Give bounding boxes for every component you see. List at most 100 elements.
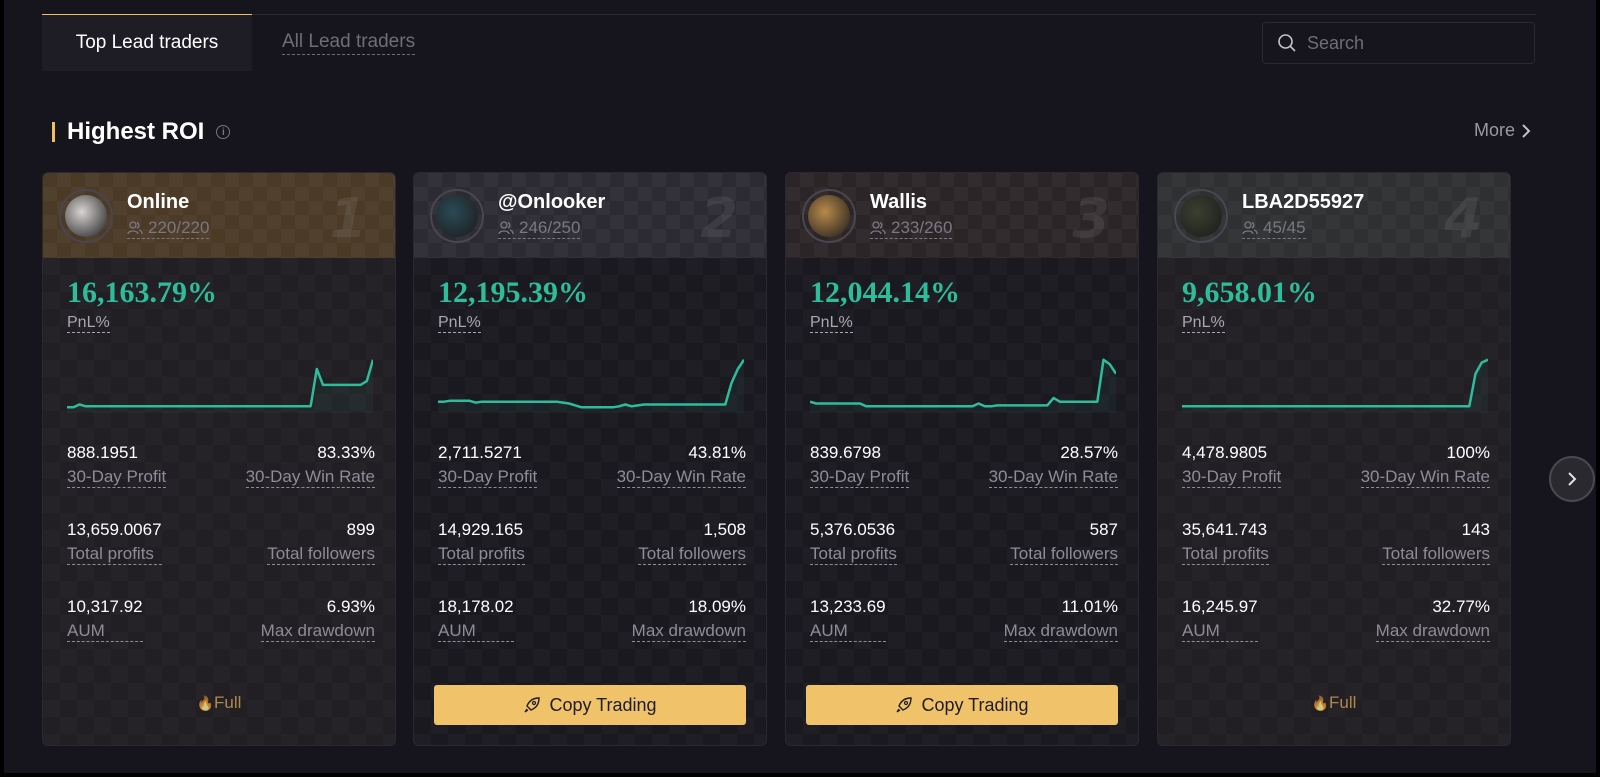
copy-trading-button[interactable]: Copy Trading xyxy=(434,685,746,725)
copier-count-value: 233/260 xyxy=(891,218,953,237)
full-label: Full xyxy=(1329,693,1357,712)
stat-value: 13,659.0067 xyxy=(67,520,162,539)
stat-30d-win-rate: 100% 30-Day Win Rate xyxy=(1360,443,1490,520)
stat-value: 100% xyxy=(1446,443,1490,462)
roi-value: 9,658.01% xyxy=(1182,276,1317,309)
card-header: Wallis 233/260 3 xyxy=(786,173,1138,258)
copy-trading-label: Copy Trading xyxy=(549,694,657,715)
pnl-sparkline xyxy=(1182,358,1488,413)
trader-info: @Onlooker 246/250 xyxy=(498,191,605,240)
stat-label: Total followers xyxy=(1382,544,1490,565)
stat-value: 6.93% xyxy=(326,597,375,616)
page-frame: Top Lead traders All Lead traders Highes… xyxy=(4,0,1596,773)
search-input[interactable] xyxy=(1307,32,1527,54)
stat-label: Total followers xyxy=(1010,544,1118,565)
full-status: 🔥Full xyxy=(43,693,395,713)
stat-row: 839.6798 30-Day Profit 28.57% 30-Day Win… xyxy=(810,443,1118,520)
section-accent-bar xyxy=(52,122,55,142)
stat-row: 13,659.0067 Total profits 899 Total foll… xyxy=(67,520,375,597)
pnl-sparkline xyxy=(67,359,373,413)
stat-value: 83.33% xyxy=(317,443,375,462)
stat-aum: 18,178.02 AUM xyxy=(438,597,514,674)
copier-count: 246/250 xyxy=(498,218,581,239)
pnl-label: PnL% xyxy=(438,314,481,333)
header-divider xyxy=(42,14,1536,15)
stat-label: Total profits xyxy=(1182,544,1269,565)
users-icon xyxy=(870,221,886,235)
rocket-icon xyxy=(896,697,913,713)
trader-card[interactable]: Wallis 233/260 3 12,044.14% PnL% 839 xyxy=(785,172,1139,746)
rank-number: 3 xyxy=(1072,187,1110,250)
trader-info: Online 220/220 xyxy=(127,191,210,240)
stat-total-followers: 1,508 Total followers xyxy=(638,520,746,597)
stat-value: 839.6798 xyxy=(810,443,881,462)
stat-row: 10,317.92 AUM 6.93% Max drawdown xyxy=(67,597,375,674)
stat-value: 899 xyxy=(346,520,375,539)
stat-total-profits: 13,659.0067 Total profits xyxy=(67,520,162,597)
carousel-next-button[interactable] xyxy=(1549,456,1595,502)
fire-icon: 🔥 xyxy=(196,695,215,711)
trader-name[interactable]: Wallis xyxy=(870,191,928,213)
trader-name[interactable]: LBA2D55927 xyxy=(1242,191,1365,213)
trader-card[interactable]: @Onlooker 246/250 2 12,195.39% PnL% xyxy=(413,172,767,746)
stat-aum: 10,317.92 AUM xyxy=(67,597,143,674)
stat-label: 30-Day Profit xyxy=(438,467,538,488)
stat-label: 30-Day Win Rate xyxy=(245,467,375,488)
stat-row: 888.1951 30-Day Profit 83.33% 30-Day Win… xyxy=(67,443,375,520)
card-header: LBA2D55927 45/45 4 xyxy=(1158,173,1510,258)
trader-info: Wallis 233/260 xyxy=(870,191,953,240)
search-icon xyxy=(1278,34,1296,52)
stat-label: Total followers xyxy=(267,544,375,565)
stat-label: Total profits xyxy=(810,544,897,565)
section-header: Highest ROI i xyxy=(52,118,231,146)
trader-card[interactable]: Online 220/220 1 16,163.79% PnL% 888 xyxy=(42,172,396,746)
copier-count: 233/260 xyxy=(870,218,953,239)
stat-value: 35,641.743 xyxy=(1182,520,1268,539)
stat-30d-win-rate: 43.81% 30-Day Win Rate xyxy=(616,443,746,520)
trader-name[interactable]: Online xyxy=(127,191,190,213)
avatar[interactable] xyxy=(1174,188,1228,243)
copy-trading-button[interactable]: Copy Trading xyxy=(806,685,1118,725)
stats-grid: 888.1951 30-Day Profit 83.33% 30-Day Win… xyxy=(67,443,375,674)
trader-card[interactable]: LBA2D55927 45/45 4 9,658.01% PnL% 4, xyxy=(1157,172,1511,746)
search-box[interactable] xyxy=(1262,22,1535,64)
stat-row: 2,711.5271 30-Day Profit 43.81% 30-Day W… xyxy=(438,443,746,520)
stat-value: 14,929.165 xyxy=(438,520,524,539)
pnl-label: PnL% xyxy=(810,314,853,333)
full-status: 🔥Full xyxy=(1158,693,1510,713)
stat-label: AUM xyxy=(1182,621,1258,642)
roi-value: 12,195.39% xyxy=(438,276,588,309)
avatar[interactable] xyxy=(802,188,856,243)
stat-value: 10,317.92 xyxy=(67,597,143,616)
copier-count: 45/45 xyxy=(1242,218,1306,239)
info-icon[interactable]: i xyxy=(216,125,231,139)
stat-value: 2,711.5271 xyxy=(438,443,522,462)
more-link[interactable]: More xyxy=(1474,120,1531,141)
stat-30d-profit: 4,478.9805 30-Day Profit xyxy=(1182,443,1282,520)
avatar[interactable] xyxy=(59,188,113,243)
stat-label: Max drawdown xyxy=(1375,621,1490,642)
tab-top-lead-traders[interactable]: Top Lead traders xyxy=(42,14,252,71)
copy-trading-label: Copy Trading xyxy=(921,694,1029,715)
stat-30d-profit: 2,711.5271 30-Day Profit xyxy=(438,443,538,520)
chevron-right-icon xyxy=(1522,123,1531,138)
avatar[interactable] xyxy=(430,188,484,243)
stat-label: 30-Day Win Rate xyxy=(988,467,1118,488)
stat-value: 16,245.97 xyxy=(1182,597,1258,616)
rank-number: 1 xyxy=(329,187,367,250)
stat-row: 13,233.69 AUM 11.01% Max drawdown xyxy=(810,597,1118,674)
stat-row: 18,178.02 AUM 18.09% Max drawdown xyxy=(438,597,746,674)
stat-value: 43.81% xyxy=(688,443,746,462)
full-label: Full xyxy=(214,693,242,712)
stat-30d-profit: 888.1951 30-Day Profit xyxy=(67,443,167,520)
tab-all-lead-traders[interactable]: All Lead traders xyxy=(252,14,416,71)
stat-max-drawdown: 32.77% Max drawdown xyxy=(1375,597,1490,674)
rank-number: 4 xyxy=(1444,187,1482,250)
stats-grid: 2,711.5271 30-Day Profit 43.81% 30-Day W… xyxy=(438,443,746,674)
stat-value: 587 xyxy=(1089,520,1118,539)
stat-row: 5,376.0536 Total profits 587 Total follo… xyxy=(810,520,1118,597)
rank-number: 2 xyxy=(700,187,738,250)
stat-total-followers: 899 Total followers xyxy=(267,520,375,597)
trader-name[interactable]: @Onlooker xyxy=(498,191,606,213)
stat-row: 16,245.97 AUM 32.77% Max drawdown xyxy=(1182,597,1490,674)
